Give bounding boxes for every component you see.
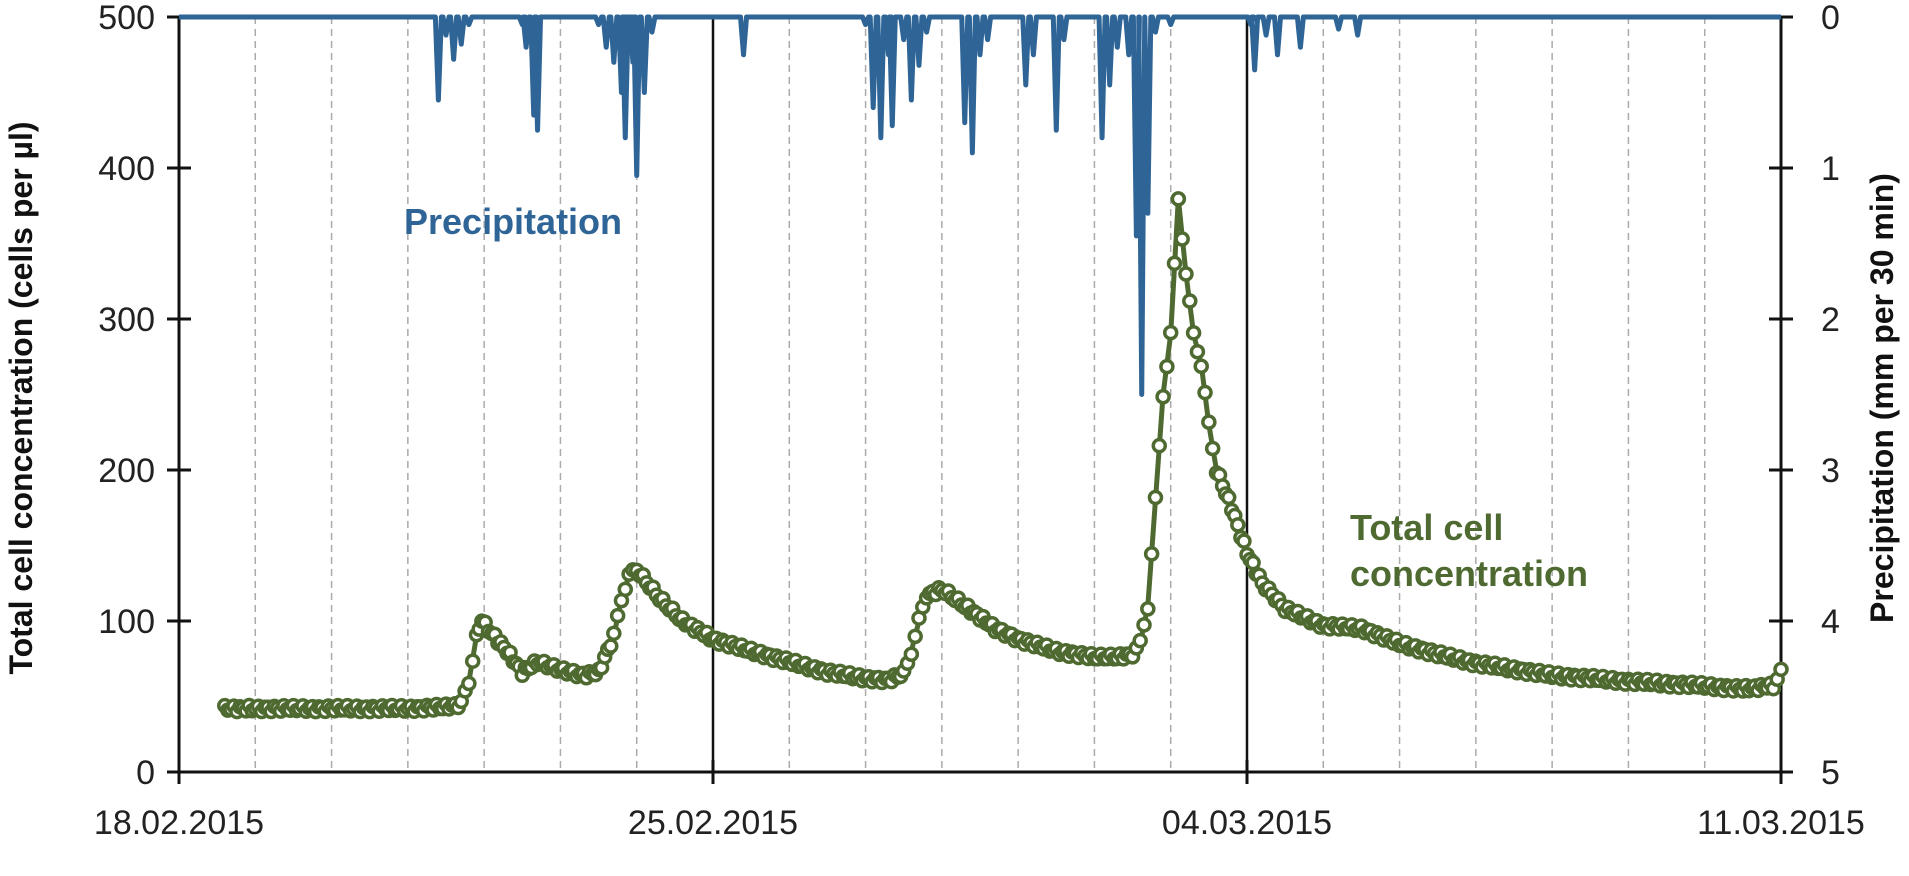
y-left-tick-label: 500 [98,0,155,37]
cell-data-point [606,625,622,642]
axis-labels: 0 100 200 300 400 500 0 1 2 3 4 5 18.02.2015 25.02.20… [94,0,1865,842]
y-right-tick-label: 0 [1821,0,1840,37]
cell-data-point [1166,255,1183,272]
cell-data-point [1162,324,1179,341]
cell-data-point [1174,231,1190,247]
cell-data-point [1189,344,1206,360]
y-right-tick-label: 5 [1821,754,1840,792]
cell-data-point [1220,489,1237,506]
cell-data-point [907,628,923,645]
cell-data-point [903,646,920,662]
cell-data-point [1132,632,1148,649]
y-right-axis-title: Precipitation (mm per 30 min) [1864,173,1900,623]
cell-data-point [603,638,619,654]
cell-data-point [1140,601,1156,617]
annotation-cell-line1: Total cell [1350,507,1503,548]
cell-data-point [1201,414,1217,430]
y-left-tick-label: 100 [98,603,155,641]
cell-data-point [1155,388,1171,405]
x-tick-label: 25.02.2015 [628,804,798,842]
y-left-tick-label: 400 [98,150,155,188]
y-right-tick-label: 1 [1821,150,1840,188]
cell-data-point [1170,191,1187,207]
cell-data-point [1197,384,1213,401]
cell-data-point [1159,358,1175,375]
cell-data-point [1204,440,1221,457]
y-left-tick-label: 0 [136,754,155,792]
y-right-tick-label: 2 [1821,301,1840,339]
cell-data-point [1178,266,1194,282]
x-tick-label: 11.03.2015 [1697,804,1865,842]
annotation-precipitation: Precipitation [404,201,622,242]
x-tick-label: 18.02.2015 [94,804,264,842]
cell-data-point [1151,437,1168,454]
y-left-axis-title: Total cell concentration (cells per µl) [3,121,39,674]
annotation-cell-line2: concentration [1350,553,1588,594]
cell-concentration-series [217,191,1789,720]
cell-data-point [609,607,626,624]
cell-data-point [461,675,477,692]
y-right-tick-label: 4 [1821,603,1840,641]
y-right-tick-label: 3 [1821,452,1840,490]
cell-data-point [1185,325,1202,341]
cell-data-point [464,653,481,669]
cell-data-point [1193,358,1209,375]
axes [167,15,1793,784]
y-left-tick-label: 200 [98,452,155,490]
cell-data-point [1136,617,1152,633]
cell-data-point [1236,533,1252,549]
cell-data-point [617,581,634,598]
cell-data-point [1230,517,1246,533]
cell-data-point [1182,293,1198,309]
precipitation-series [179,14,1781,397]
cell-data-point [1147,489,1164,506]
x-tick-label: 04.03.2015 [1162,804,1332,842]
precipitation-line [179,14,1781,397]
cell-data-point [1143,546,1160,562]
y-left-tick-label: 300 [98,301,155,339]
cell-data-point [1773,661,1789,678]
